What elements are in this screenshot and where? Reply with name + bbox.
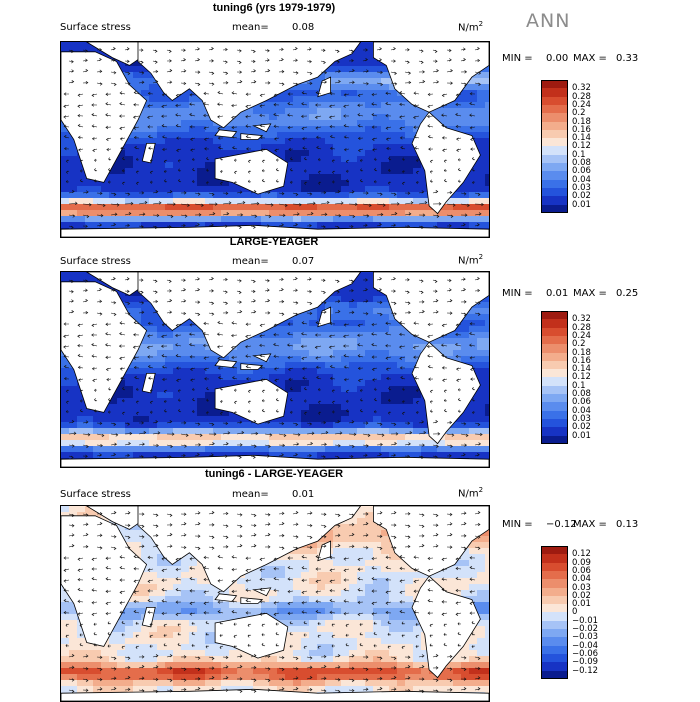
panel-1-mean-value: 0.08 [292, 22, 314, 33]
panel-3-variable: Surface stress [60, 489, 131, 500]
colorbar-tick-label: 0.01 [572, 200, 591, 210]
stress-field-map [61, 42, 489, 237]
panel-3-map [60, 505, 490, 702]
panel-3-max-label: MAX = [573, 519, 607, 530]
panel-2-mean-label: mean= [232, 256, 269, 267]
panel-1-title: tuning6 (yrs 1979-1979) [124, 2, 424, 14]
panel-2-min-label: MIN = [502, 288, 533, 299]
panel-2-max-label: MAX = [573, 288, 607, 299]
panel-2-unit: N/m2 [458, 253, 483, 266]
panel-3-min-label: MIN = [502, 519, 533, 530]
colorbar-swatch [541, 671, 568, 680]
colorbar-swatch [541, 205, 568, 214]
panel-1-unit: N/m2 [458, 20, 483, 33]
colorbar-swatch [541, 436, 568, 445]
colorbar-tick-label: −0.12 [572, 666, 598, 676]
land-mass [215, 594, 236, 602]
panel-2-min-value: 0.01 [546, 288, 568, 299]
panel-2-mean-value: 0.07 [292, 256, 314, 267]
panel-3-unit: N/m2 [458, 486, 483, 499]
panel-3-title: tuning6 - LARGE-YEAGER [124, 468, 424, 480]
season-label: ANN [526, 10, 570, 32]
panel-1-mean-label: mean= [232, 22, 269, 33]
panel-1-min-label: MIN = [502, 53, 533, 64]
stress-field-map [61, 272, 489, 467]
panel-1-variable: Surface stress [60, 22, 131, 33]
panel-3-max-value: 0.13 [616, 519, 638, 530]
panel-1-min-value: 0.00 [546, 53, 568, 64]
colorbar-tick-label: 0.01 [572, 431, 591, 441]
panel-1-max-label: MAX = [573, 53, 607, 64]
panel-2-max-value: 0.25 [616, 288, 638, 299]
panel-1-map [60, 41, 490, 238]
stress-field-map [61, 506, 489, 701]
panel-2-variable: Surface stress [60, 256, 131, 267]
panel-1-max-value: 0.33 [616, 53, 638, 64]
panel-2-title: LARGE-YEAGER [124, 236, 424, 248]
panel-2-map [60, 271, 490, 468]
panel-3-mean-value: 0.01 [292, 489, 314, 500]
panel-3-mean-label: mean= [232, 489, 269, 500]
